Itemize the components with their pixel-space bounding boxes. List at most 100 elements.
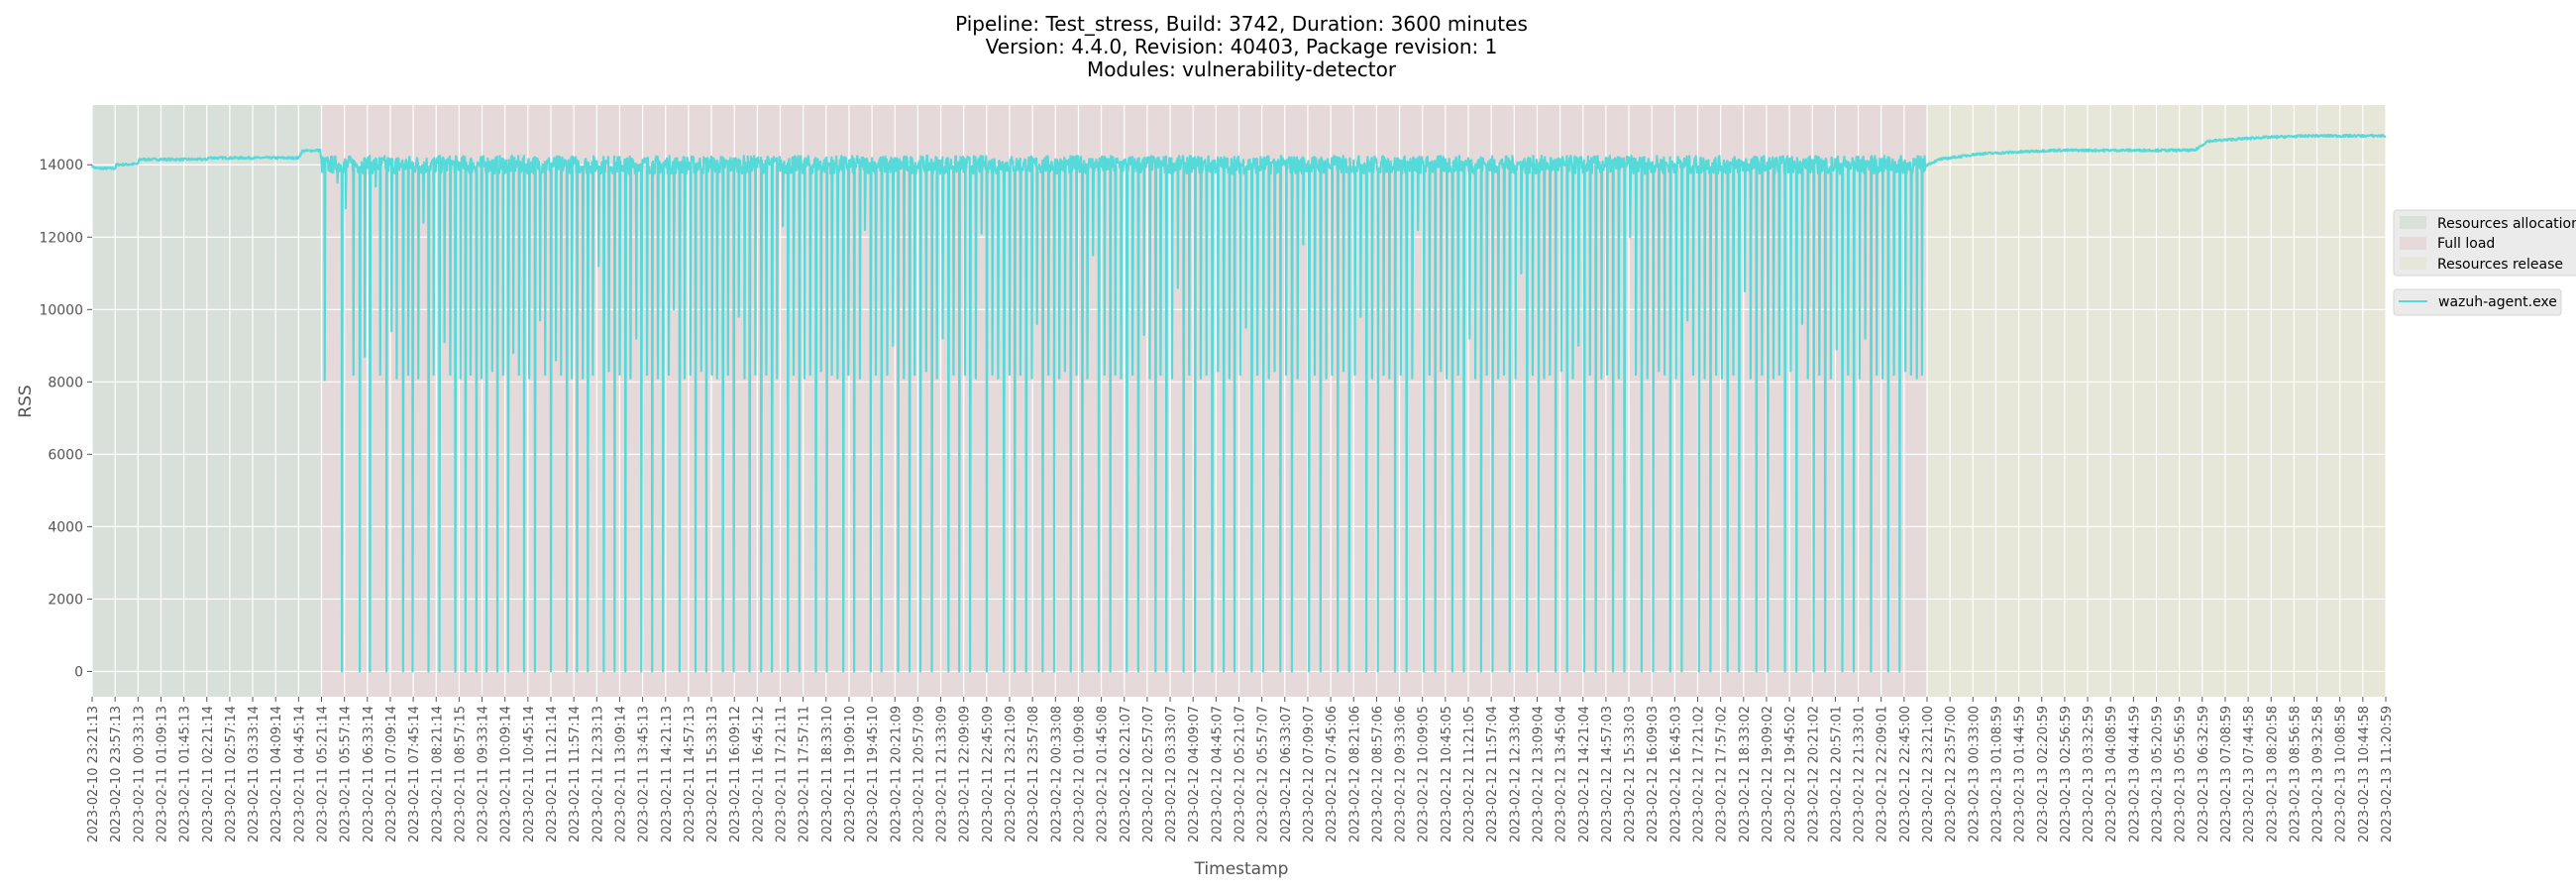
x-tick-label: 2023-02-11 17:21:11 (775, 706, 790, 842)
x-tick-label: 2023-02-11 18:33:10 (820, 706, 835, 842)
x-tick-label: 2023-02-11 14:21:13 (660, 706, 675, 842)
x-tick-label: 2023-02-13 01:08:59 (1989, 706, 2004, 842)
x-tick-label: 2023-02-11 10:45:14 (522, 706, 537, 842)
x-tick-label: 2023-02-11 04:09:14 (269, 706, 284, 842)
x-tick-label: 2023-02-11 05:57:14 (339, 706, 354, 842)
x-tick-label: 2023-02-12 09:33:06 (1394, 706, 1409, 842)
x-tick-label: 2023-02-11 23:21:09 (1004, 706, 1019, 842)
x-tick-label: 2023-02-11 05:21:14 (316, 706, 331, 842)
x-tick-label: 2023-02-13 11:20:59 (2380, 706, 2395, 842)
x-tick-label: 2023-02-12 08:57:06 (1370, 706, 1385, 842)
x-tick-label: 2023-02-13 02:56:59 (2059, 706, 2074, 842)
y-tick-label: 4000 (48, 519, 83, 535)
x-tick-label: 2023-02-11 12:33:13 (590, 706, 605, 842)
legend-label-wazuh-agent: wazuh-agent.exe (2438, 294, 2557, 310)
x-tick-label: 2023-02-13 10:08:58 (2334, 706, 2349, 842)
x-tick-label: 2023-02-12 02:57:07 (1141, 706, 1156, 842)
x-tick-label: 2023-02-12 06:33:07 (1279, 706, 1294, 842)
x-tick-label: 2023-02-12 10:45:05 (1440, 706, 1454, 842)
x-tick-label: 2023-02-11 08:57:15 (453, 706, 468, 842)
y-tick-label: 6000 (48, 447, 83, 463)
x-tick-label: 2023-02-12 05:57:07 (1256, 706, 1271, 842)
x-tick-label: 2023-02-12 01:09:08 (1072, 706, 1087, 842)
title-line-1: Pipeline: Test_stress, Build: 3742, Dura… (955, 12, 1528, 36)
legend-series: wazuh-agent.exe (2393, 288, 2562, 316)
y-tick-label: 8000 (48, 375, 83, 390)
x-tick-label: 2023-02-12 00:33:08 (1049, 706, 1064, 842)
x-tick-label: 2023-02-11 13:09:14 (613, 706, 628, 842)
x-tick-label: 2023-02-11 20:21:09 (889, 706, 904, 842)
title-line-2: Version: 4.4.0, Revision: 40403, Package… (986, 35, 1498, 58)
legend-label-release: Resources release (2437, 257, 2563, 273)
x-tick-label: 2023-02-11 07:09:14 (384, 706, 399, 842)
grid-lines (91, 105, 2387, 697)
x-tick-label: 2023-02-13 01:44:59 (2013, 706, 2028, 842)
x-tick-label: 2023-02-11 03:33:14 (247, 706, 262, 842)
legend-phases: Resources allocation Full load Resources… (2393, 209, 2576, 277)
x-tick-label: 2023-02-11 01:45:13 (178, 706, 193, 842)
x-tick-label: 2023-02-11 11:21:14 (545, 706, 560, 842)
x-tick-label: 2023-02-12 01:45:08 (1096, 706, 1111, 842)
x-tick-label: 2023-02-13 09:32:58 (2311, 706, 2326, 842)
x-tick-label: 2023-02-12 22:09:01 (1876, 706, 1890, 842)
x-tick-label: 2023-02-12 16:09:03 (1646, 706, 1661, 842)
x-tick-label: 2023-02-13 05:20:59 (2151, 706, 2166, 842)
x-tick-label: 2023-02-11 20:57:09 (912, 706, 926, 842)
x-tick-label: 2023-02-11 13:45:13 (637, 706, 652, 842)
x-tick-label: 2023-02-12 03:33:07 (1164, 706, 1179, 842)
x-tick-label: 2023-02-11 00:33:13 (132, 706, 147, 842)
x-tick-label: 2023-02-12 20:57:01 (1829, 706, 1844, 842)
x-tick-label: 2023-02-12 23:21:00 (1921, 706, 1936, 842)
x-tick-label: 2023-02-10 23:21:13 (86, 706, 101, 842)
x-tick-label: 2023-02-11 02:57:14 (224, 706, 239, 842)
x-tick-label: 2023-02-13 10:44:58 (2357, 706, 2372, 842)
x-tick-label: 2023-02-12 02:21:07 (1119, 706, 1133, 842)
x-tick-label: 2023-02-12 14:21:04 (1577, 706, 1592, 842)
x-axis-ticks: 2023-02-10 23:21:13 2023-02-10 23:57:13 20… (86, 697, 2395, 842)
x-tick-label: 2023-02-11 06:33:14 (362, 706, 376, 842)
x-tick-label: 2023-02-12 10:09:05 (1417, 706, 1432, 842)
x-tick-label: 2023-02-13 02:20:59 (2036, 706, 2051, 842)
legend-swatch-full-load (2400, 237, 2426, 250)
y-tick-label: 10000 (39, 302, 83, 318)
y-tick-label: 2000 (48, 592, 83, 608)
x-tick-label: 2023-02-11 19:45:10 (866, 706, 881, 842)
x-tick-label: 2023-02-12 04:45:07 (1210, 706, 1225, 842)
x-tick-label: 2023-02-11 09:33:14 (477, 706, 491, 842)
legend-phases-box (2393, 209, 2576, 277)
x-tick-label: 2023-02-11 15:33:13 (705, 706, 720, 842)
x-tick-label: 2023-02-11 22:09:09 (958, 706, 973, 842)
x-tick-label: 2023-02-11 14:57:13 (683, 706, 698, 842)
legend-swatch-allocation (2400, 216, 2426, 229)
x-tick-label: 2023-02-11 21:33:09 (935, 706, 950, 842)
legend-label-full-load: Full load (2437, 236, 2495, 252)
y-axis-label: RSS (16, 385, 36, 417)
x-tick-label: 2023-02-12 14:57:03 (1600, 706, 1615, 842)
y-tick-label: 14000 (39, 158, 83, 173)
x-tick-label: 2023-02-11 11:57:14 (568, 706, 583, 842)
x-tick-label: 2023-02-11 16:45:12 (751, 706, 766, 842)
x-tick-label: 2023-02-12 11:21:05 (1462, 706, 1477, 842)
x-tick-label: 2023-02-11 02:21:14 (201, 706, 216, 842)
x-tick-label: 2023-02-11 23:57:08 (1026, 706, 1041, 842)
x-tick-label: 2023-02-13 05:56:59 (2174, 706, 2189, 842)
y-tick-label: 0 (74, 664, 83, 680)
x-tick-label: 2023-02-12 18:33:02 (1738, 706, 1753, 842)
x-tick-label: 2023-02-12 19:45:02 (1783, 706, 1798, 842)
x-axis-label: Timestamp (1194, 859, 1289, 879)
x-tick-label: 2023-02-12 13:45:04 (1555, 706, 1569, 842)
x-tick-label: 2023-02-12 04:09:07 (1187, 706, 1202, 842)
x-tick-label: 2023-02-11 19:09:10 (843, 706, 858, 842)
x-tick-label: 2023-02-13 08:56:58 (2288, 706, 2303, 842)
x-tick-label: 2023-02-11 08:21:14 (430, 706, 445, 842)
x-tick-label: 2023-02-11 16:09:12 (728, 706, 743, 842)
x-tick-label: 2023-02-12 05:21:07 (1234, 706, 1248, 842)
x-tick-label: 2023-02-12 08:21:06 (1347, 706, 1362, 842)
x-tick-label: 2023-02-11 10:09:14 (499, 706, 514, 842)
x-tick-label: 2023-02-13 04:08:59 (2104, 706, 2119, 842)
x-tick-label: 2023-02-11 22:45:09 (981, 706, 996, 842)
y-tick-label: 12000 (39, 230, 83, 246)
y-axis-ticks: 0 2000 4000 6000 8000 10000 12000 14000 (39, 158, 92, 680)
x-tick-label: 2023-02-11 04:45:14 (292, 706, 307, 842)
